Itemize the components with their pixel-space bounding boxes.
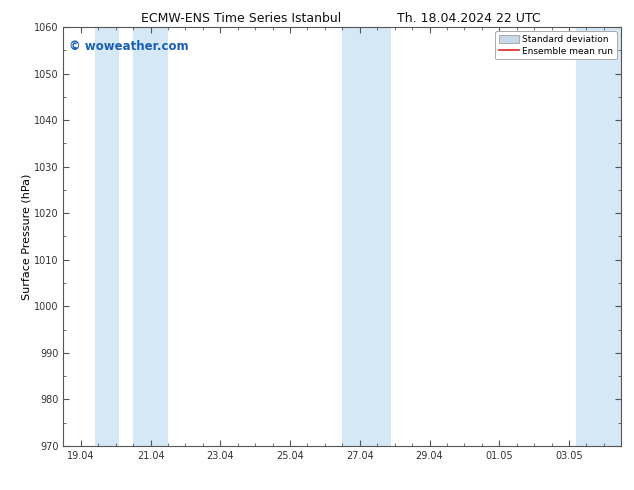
- Bar: [342, 27, 391, 446]
- Text: © woweather.com: © woweather.com: [69, 40, 188, 52]
- Bar: [133, 27, 168, 446]
- Legend: Standard deviation, Ensemble mean run: Standard deviation, Ensemble mean run: [495, 31, 617, 59]
- Bar: [576, 27, 621, 446]
- Text: Th. 18.04.2024 22 UTC: Th. 18.04.2024 22 UTC: [398, 12, 541, 25]
- Text: ECMW-ENS Time Series Istanbul: ECMW-ENS Time Series Istanbul: [141, 12, 341, 25]
- Bar: [95, 27, 119, 446]
- Y-axis label: Surface Pressure (hPa): Surface Pressure (hPa): [21, 173, 31, 299]
